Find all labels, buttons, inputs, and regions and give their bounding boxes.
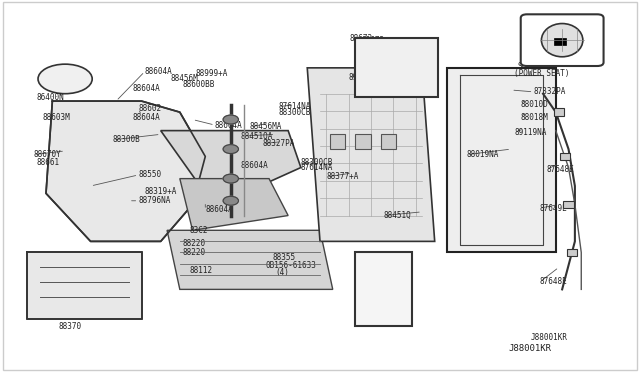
Text: 88999+A: 88999+A xyxy=(196,69,228,78)
Bar xyxy=(381,134,396,149)
Circle shape xyxy=(223,145,239,154)
Text: 88377+A: 88377+A xyxy=(326,172,359,181)
Polygon shape xyxy=(46,101,205,241)
Text: 87614NA: 87614NA xyxy=(278,102,311,111)
Bar xyxy=(566,249,577,256)
Text: 86400N: 86400N xyxy=(36,93,64,102)
Text: 88456MA: 88456MA xyxy=(250,122,282,131)
Polygon shape xyxy=(27,253,141,319)
FancyBboxPatch shape xyxy=(521,14,604,66)
Text: 88604A: 88604A xyxy=(205,205,233,215)
Text: 88019NA: 88019NA xyxy=(467,150,499,159)
Text: (POWER SEAT): (POWER SEAT) xyxy=(515,69,570,78)
Text: 88220: 88220 xyxy=(183,239,206,248)
Text: 88327PA: 88327PA xyxy=(262,139,295,148)
Polygon shape xyxy=(307,68,435,241)
Text: 88300B: 88300B xyxy=(113,135,141,144)
Text: 88672: 88672 xyxy=(362,36,385,45)
Text: 88300EA: 88300EA xyxy=(368,51,400,60)
Text: 88300CB: 88300CB xyxy=(301,157,333,167)
Circle shape xyxy=(223,196,239,205)
Polygon shape xyxy=(167,230,333,289)
Text: 88600BB: 88600BB xyxy=(183,80,216,89)
Text: 87648E: 87648E xyxy=(546,165,574,174)
Text: 88670Y: 88670Y xyxy=(33,150,61,159)
Text: 89119NA: 89119NA xyxy=(515,128,547,137)
Text: 87614NA: 87614NA xyxy=(301,163,333,172)
Bar xyxy=(330,134,346,149)
Text: 88604A: 88604A xyxy=(145,67,173,76)
Polygon shape xyxy=(180,179,288,230)
Text: (4): (4) xyxy=(275,268,289,277)
Text: 89651V: 89651V xyxy=(349,73,376,81)
Text: 88220: 88220 xyxy=(183,248,206,257)
Text: J88001KR: J88001KR xyxy=(531,333,567,342)
Text: 88370: 88370 xyxy=(59,322,82,331)
Polygon shape xyxy=(161,131,301,193)
Text: 88451Q: 88451Q xyxy=(384,211,412,220)
Ellipse shape xyxy=(38,64,92,94)
Circle shape xyxy=(223,174,239,183)
Text: 88456M: 88456M xyxy=(170,74,198,83)
Text: 88018M: 88018M xyxy=(521,113,548,122)
Text: 88661: 88661 xyxy=(36,157,60,167)
Bar xyxy=(560,153,570,160)
Bar xyxy=(355,253,412,326)
Bar xyxy=(355,134,371,149)
Text: SEC.251: SEC.251 xyxy=(518,61,550,71)
Text: 88603M: 88603M xyxy=(43,113,70,122)
Text: 88550: 88550 xyxy=(138,170,161,179)
Text: 88355: 88355 xyxy=(272,253,295,263)
Text: 88604A: 88604A xyxy=(241,161,268,170)
Text: 88300CB: 88300CB xyxy=(278,108,311,117)
Bar xyxy=(355,38,438,97)
Text: 88672: 88672 xyxy=(350,34,373,43)
Text: 88451QA: 88451QA xyxy=(241,132,273,141)
Text: 87649E: 87649E xyxy=(540,203,568,213)
Bar xyxy=(554,38,566,45)
Text: J88001KR: J88001KR xyxy=(509,344,552,353)
Text: 88604A: 88604A xyxy=(132,84,160,93)
Text: 88604A: 88604A xyxy=(215,121,243,129)
Text: 88010D: 88010D xyxy=(521,100,548,109)
Text: SEC.745: SEC.745 xyxy=(364,320,397,329)
Text: 87332PA: 87332PA xyxy=(534,87,566,96)
Text: 87648E: 87648E xyxy=(540,278,568,286)
Ellipse shape xyxy=(541,23,583,57)
Text: 0B156-61633: 0B156-61633 xyxy=(266,261,317,270)
Text: 88602: 88602 xyxy=(138,104,161,113)
Text: 88796NA: 88796NA xyxy=(138,196,171,205)
Text: 88112: 88112 xyxy=(189,266,212,275)
Bar xyxy=(554,109,564,116)
Bar xyxy=(563,201,573,208)
Text: 83C2: 83C2 xyxy=(189,226,208,235)
Polygon shape xyxy=(447,68,556,253)
Text: 88319+A: 88319+A xyxy=(145,187,177,196)
Text: SEC.745: SEC.745 xyxy=(381,320,413,329)
Circle shape xyxy=(223,115,239,124)
Text: 88604A: 88604A xyxy=(132,113,160,122)
